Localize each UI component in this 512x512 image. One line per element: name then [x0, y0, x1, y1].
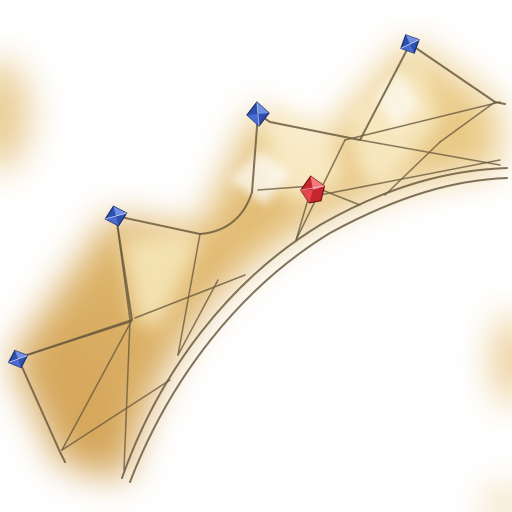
gem-ruby — [300, 175, 326, 204]
gem-left — [104, 205, 128, 227]
gem-right — [400, 34, 420, 54]
gem-left-end — [7, 349, 29, 369]
gem-center — [246, 101, 270, 127]
edge-glow — [0, 60, 512, 512]
